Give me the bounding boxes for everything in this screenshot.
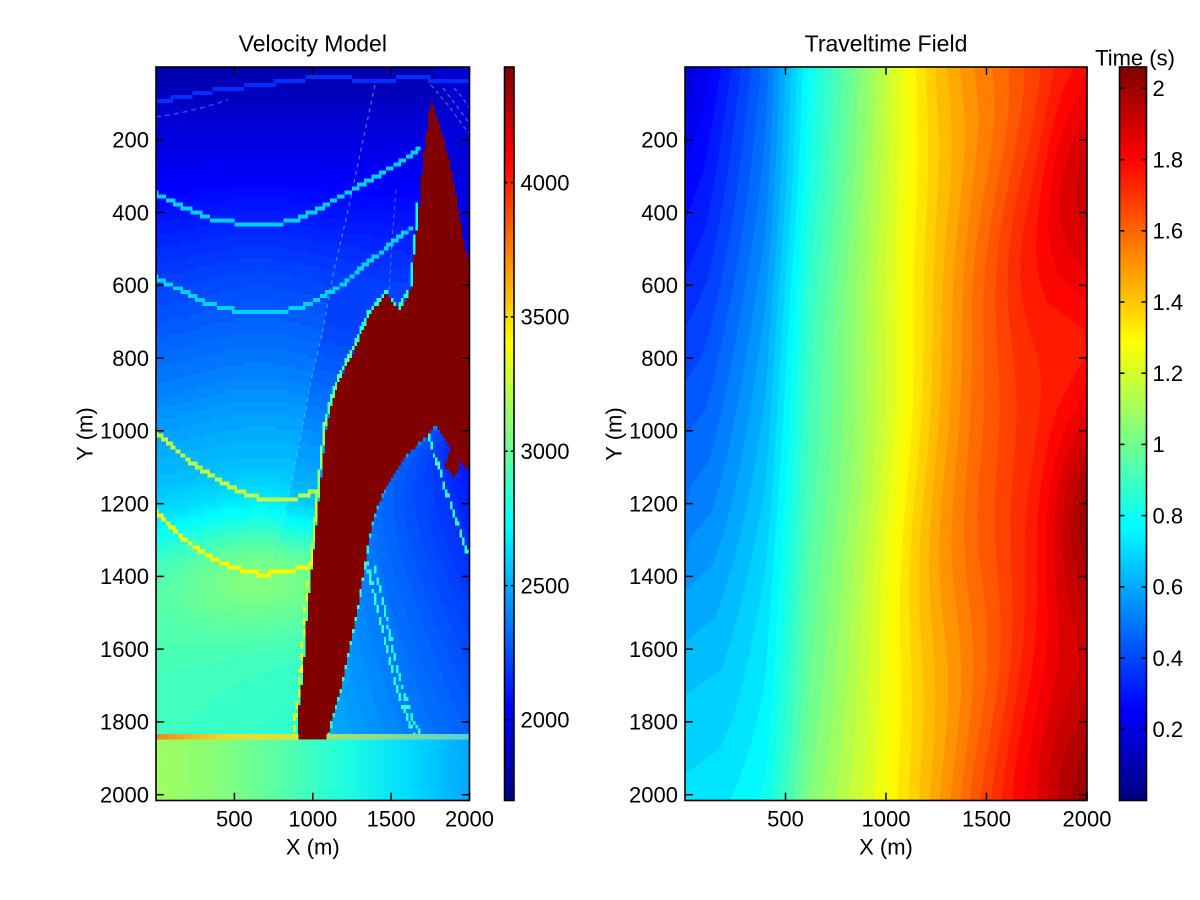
svg-text:2: 2: [1153, 76, 1165, 101]
svg-text:Y (m): Y (m): [73, 407, 98, 460]
svg-text:1500: 1500: [962, 807, 1011, 832]
svg-text:1000: 1000: [629, 419, 678, 444]
svg-text:2000: 2000: [100, 783, 149, 808]
svg-text:0.6: 0.6: [1153, 575, 1184, 600]
svg-text:3500: 3500: [521, 305, 570, 330]
svg-text:600: 600: [112, 273, 149, 298]
svg-text:1000: 1000: [100, 419, 149, 444]
svg-text:4000: 4000: [521, 170, 570, 195]
svg-text:1400: 1400: [629, 564, 678, 589]
svg-text:400: 400: [641, 200, 678, 225]
svg-text:Velocity Model: Velocity Model: [239, 31, 387, 57]
svg-text:2000: 2000: [1063, 807, 1112, 832]
svg-text:0.2: 0.2: [1153, 717, 1184, 742]
svg-text:600: 600: [641, 273, 678, 298]
svg-text:1600: 1600: [629, 637, 678, 662]
svg-text:800: 800: [112, 346, 149, 371]
svg-text:1000: 1000: [288, 807, 337, 832]
svg-text:500: 500: [216, 807, 253, 832]
svg-text:1000: 1000: [862, 807, 911, 832]
svg-text:2000: 2000: [445, 807, 494, 832]
svg-text:200: 200: [112, 128, 149, 153]
svg-text:200: 200: [641, 128, 678, 153]
svg-text:400: 400: [112, 200, 149, 225]
svg-text:1800: 1800: [100, 710, 149, 735]
svg-text:500: 500: [767, 807, 804, 832]
svg-text:2000: 2000: [629, 783, 678, 808]
svg-text:Y (m): Y (m): [602, 407, 627, 460]
svg-text:1800: 1800: [629, 710, 678, 735]
svg-text:1.6: 1.6: [1153, 219, 1184, 244]
svg-text:2500: 2500: [521, 573, 570, 598]
svg-text:1500: 1500: [367, 807, 416, 832]
svg-text:X (m): X (m): [286, 835, 340, 860]
svg-text:800: 800: [641, 346, 678, 371]
svg-text:1.2: 1.2: [1153, 361, 1184, 386]
svg-text:Time (s): Time (s): [1095, 46, 1175, 71]
svg-text:1: 1: [1153, 432, 1165, 457]
svg-text:Traveltime Field: Traveltime Field: [805, 31, 968, 57]
svg-text:1200: 1200: [629, 491, 678, 516]
svg-text:1600: 1600: [100, 637, 149, 662]
svg-text:1400: 1400: [100, 564, 149, 589]
svg-text:3000: 3000: [521, 439, 570, 464]
svg-text:1.8: 1.8: [1153, 147, 1184, 172]
svg-text:1.4: 1.4: [1153, 290, 1184, 315]
svg-text:X (m): X (m): [859, 835, 913, 860]
svg-text:0.4: 0.4: [1153, 646, 1184, 671]
svg-text:0.8: 0.8: [1153, 503, 1184, 528]
svg-text:2000: 2000: [521, 708, 570, 733]
svg-text:1200: 1200: [100, 491, 149, 516]
